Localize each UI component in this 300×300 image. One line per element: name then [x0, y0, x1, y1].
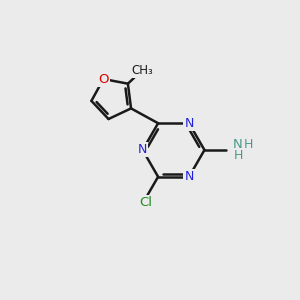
Text: H: H — [244, 138, 253, 151]
Text: CH₃: CH₃ — [131, 64, 153, 77]
Text: N: N — [184, 117, 194, 130]
Text: N: N — [233, 138, 243, 151]
Text: N: N — [184, 170, 194, 183]
Text: N: N — [138, 143, 147, 157]
Text: Cl: Cl — [140, 196, 152, 209]
Text: O: O — [98, 73, 109, 85]
Text: H: H — [233, 149, 243, 162]
